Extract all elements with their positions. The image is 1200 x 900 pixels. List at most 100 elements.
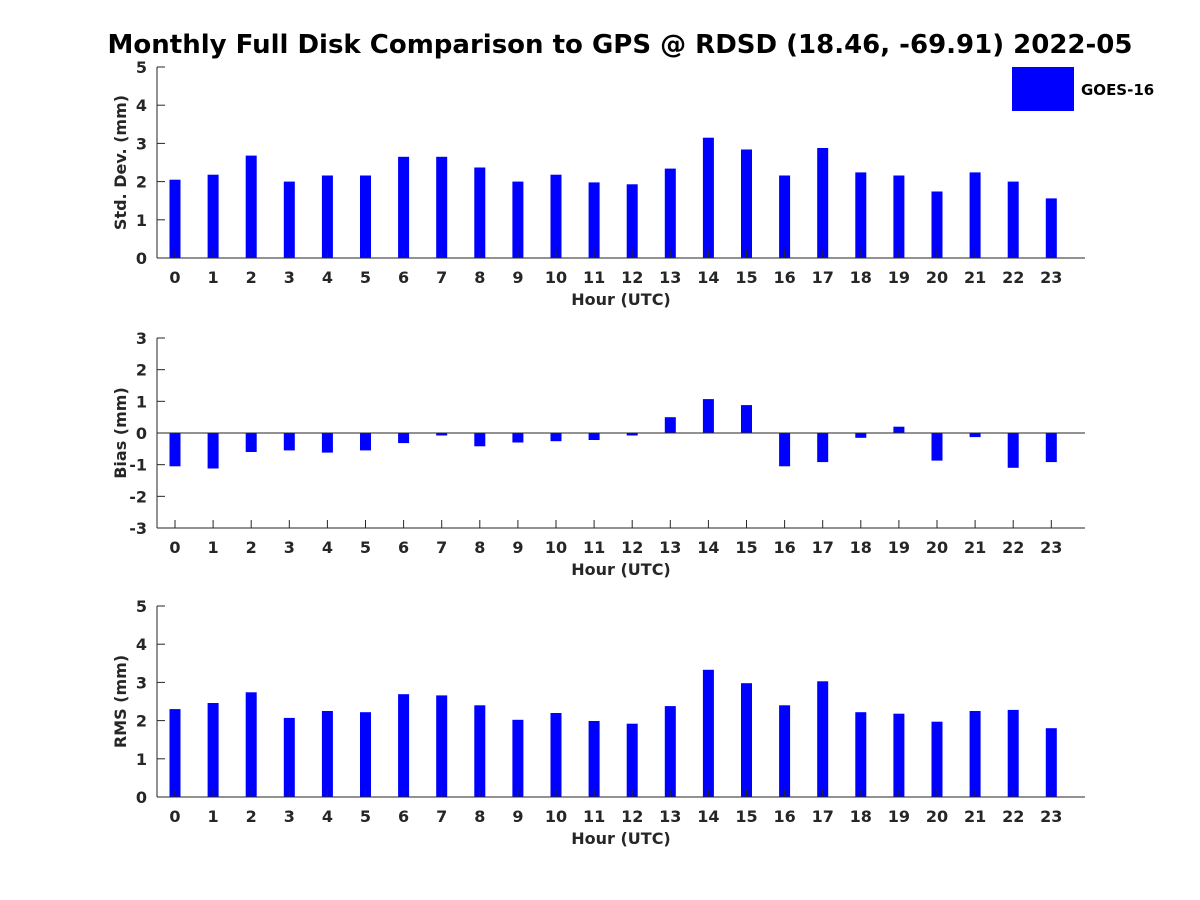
panel-2-bar-10 — [550, 433, 562, 442]
panel-1-xtick-label: 20 — [926, 268, 948, 287]
panel-2-xtick-label: 17 — [812, 538, 834, 557]
panel-3-xtick-label: 22 — [1002, 807, 1024, 826]
panel-3-xtick-label: 2 — [246, 807, 257, 826]
panel-1-xtick-label: 4 — [322, 268, 333, 287]
panel-2-bar-8 — [474, 433, 486, 447]
panel-3-ytick-label: 3 — [136, 673, 147, 692]
panel-1-bar-7 — [436, 156, 448, 258]
panel-1-bar-5 — [360, 175, 371, 258]
panel-3-bar-5 — [360, 712, 371, 797]
panel-3-xtick-label: 16 — [773, 807, 795, 826]
panel-3-ytick-label: 4 — [136, 635, 147, 654]
panel-3-xtick-label: 23 — [1040, 807, 1062, 826]
panel-1-bar-20 — [931, 191, 943, 258]
panel-3-bar-14 — [702, 669, 714, 797]
panel-3-xtick-label: 15 — [735, 807, 757, 826]
panel-1-bar-13 — [664, 168, 676, 258]
panel-1-xtick-label: 6 — [398, 268, 409, 287]
panel-1-bar-15 — [741, 149, 752, 258]
panel-2-xlabel: Hour (UTC) — [571, 560, 671, 579]
panel-1-xtick-label: 1 — [208, 268, 219, 287]
panel-3-bar-10 — [550, 713, 562, 797]
panel-2-xtick-label: 10 — [545, 538, 567, 557]
panel-2-xtick-label: 15 — [735, 538, 757, 557]
panel-1-xtick-label: 7 — [436, 268, 447, 287]
panel-2-bar-9 — [512, 433, 524, 443]
panel-3-xtick-label: 20 — [926, 807, 948, 826]
panel-1-bar-9 — [512, 181, 524, 258]
panel-1-bar-22 — [1007, 181, 1019, 258]
panel-3-bar-22 — [1007, 709, 1019, 797]
panel-3-bar-12 — [626, 723, 638, 797]
panel-3-xtick-label: 0 — [169, 807, 180, 826]
panel-3-bar-4 — [321, 711, 333, 797]
panel-1-xtick-label: 19 — [888, 268, 910, 287]
panel-2-ylabel: Bias (mm) — [111, 387, 130, 479]
panel-3-bar-1 — [207, 703, 219, 797]
panel-1-xtick-label: 16 — [773, 268, 795, 287]
panel-1-xtick-label: 14 — [697, 268, 719, 287]
panel-3-bar-2 — [245, 692, 257, 797]
panel-1-bar-21 — [969, 172, 981, 258]
panel-2-xtick-label: 0 — [169, 538, 180, 557]
panel-1-xtick-label: 9 — [512, 268, 523, 287]
panel-1-bar-6 — [398, 156, 410, 258]
panel-1-xtick-label: 2 — [246, 268, 257, 287]
panel-2-xtick-label: 1 — [208, 538, 219, 557]
panel-3-bar-19 — [893, 713, 905, 797]
panel-1-xtick-label: 17 — [812, 268, 834, 287]
panel-2-bar-5 — [360, 433, 371, 451]
panel-3-xtick-label: 9 — [512, 807, 523, 826]
panel-3-xtick-label: 1 — [208, 807, 219, 826]
panel-1-bar-19 — [893, 175, 905, 258]
panel-2-xtick-label: 23 — [1040, 538, 1062, 557]
panel-1-bar-16 — [779, 175, 791, 258]
panel-2-bar-21 — [969, 433, 981, 438]
panel-3-bar-6 — [398, 694, 410, 797]
panel-2-ytick-label: 2 — [136, 361, 147, 380]
panel-1-xtick-label: 22 — [1002, 268, 1024, 287]
panel-3-ytick-label: 1 — [136, 750, 147, 769]
panel-3-bar-18 — [855, 712, 867, 797]
panel-1-xtick-label: 18 — [850, 268, 872, 287]
panel-2-xtick-label: 14 — [697, 538, 719, 557]
panel-2-bar-7 — [436, 433, 448, 436]
panel-3-bar-20 — [931, 721, 943, 797]
panel-3-xlabel: Hour (UTC) — [571, 829, 671, 848]
panel-1-ylabel: Std. Dev. (mm) — [111, 95, 130, 230]
panel-2-xtick-label: 6 — [398, 538, 409, 557]
panel-3-xtick-label: 12 — [621, 807, 643, 826]
panel-2-bar-11 — [588, 433, 600, 440]
panel-3-bar-3 — [283, 717, 295, 797]
panel-1-xtick-label: 12 — [621, 268, 643, 287]
panel-2-ytick-label: 3 — [136, 329, 147, 348]
panel-3-xtick-label: 3 — [284, 807, 295, 826]
panel-2-bar-15 — [741, 405, 752, 433]
panel-2-xtick-label: 4 — [322, 538, 333, 557]
panel-2-bar-17 — [817, 433, 829, 463]
panel-2-bar-4 — [321, 433, 333, 453]
panel-2-ytick-label: -2 — [129, 487, 147, 506]
panel-2-bar-1 — [207, 433, 219, 469]
panel-1-ytick-label: 2 — [136, 173, 147, 192]
panel-2-xtick-label: 11 — [583, 538, 605, 557]
panel-3-xtick-label: 14 — [697, 807, 719, 826]
panel-3-xtick-label: 5 — [360, 807, 371, 826]
panel-2-xtick-label: 5 — [360, 538, 371, 557]
panel-3-ytick-label: 0 — [136, 788, 147, 807]
panel-3-xtick-label: 7 — [436, 807, 447, 826]
panel-1-bar-8 — [474, 167, 486, 258]
panel-2-bar-14 — [702, 399, 714, 433]
panel-1-ytick-label: 4 — [136, 96, 147, 115]
panel-2-bar-3 — [283, 433, 295, 451]
panel-2-xtick-label: 18 — [850, 538, 872, 557]
panel-1-xtick-label: 11 — [583, 268, 605, 287]
panel-3-bar-21 — [969, 711, 981, 797]
panel-3-xtick-label: 8 — [474, 807, 485, 826]
panel-3-bar-9 — [512, 719, 524, 797]
panel-2-xtick-label: 2 — [246, 538, 257, 557]
panel-2-xtick-label: 12 — [621, 538, 643, 557]
panel-1-bar-10 — [550, 174, 562, 258]
